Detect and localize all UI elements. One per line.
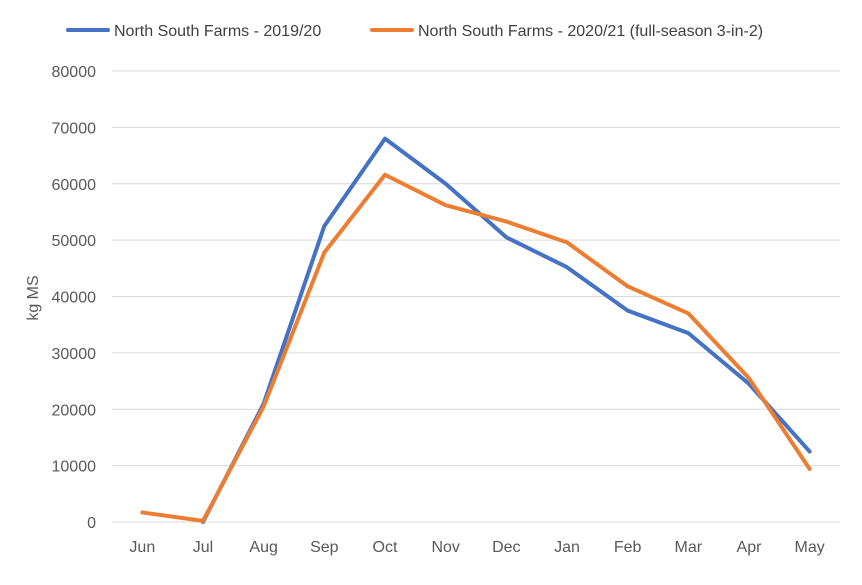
data-point <box>504 235 508 239</box>
x-tick-label: Apr <box>737 539 763 556</box>
x-tick-label: Jun <box>129 539 155 556</box>
y-tick-label: 30000 <box>52 346 97 363</box>
data-point <box>626 309 630 313</box>
data-point <box>140 510 144 514</box>
y-tick-label: 50000 <box>52 233 97 250</box>
data-point <box>383 137 387 141</box>
legend: North South Farms - 2019/20 North South F… <box>66 23 763 40</box>
x-tick-label: Jan <box>554 539 580 556</box>
y-axis-ticks: 0 10000 20000 30000 40000 50000 60000 70000 8000… <box>52 64 97 532</box>
data-point <box>322 224 326 228</box>
data-point <box>444 203 448 207</box>
series-line-1 <box>201 136 812 524</box>
data-point <box>808 450 812 454</box>
x-tick-label: Aug <box>249 539 277 556</box>
series-lines <box>140 136 812 524</box>
data-point <box>322 251 326 255</box>
series-line-2 <box>140 172 812 523</box>
data-point <box>262 404 266 408</box>
x-tick-label: Dec <box>492 539 520 556</box>
y-tick-label: 40000 <box>52 290 97 307</box>
data-point <box>565 240 569 244</box>
data-point <box>444 182 448 186</box>
data-point <box>686 331 690 335</box>
y-tick-label: 70000 <box>52 120 97 137</box>
y-tick-label: 0 <box>87 515 96 532</box>
gridlines <box>112 70 840 523</box>
y-axis-title: kg MS <box>25 275 42 320</box>
y-tick-label: 20000 <box>52 402 97 419</box>
x-tick-label: Mar <box>675 539 703 556</box>
legend-label: North South Farms - 2019/20 <box>114 23 321 40</box>
x-tick-label: May <box>795 539 825 556</box>
y-tick-label: 60000 <box>52 177 97 194</box>
data-point <box>504 220 508 224</box>
y-tick-label: 10000 <box>52 459 97 476</box>
data-point <box>565 265 569 269</box>
data-point <box>626 284 630 288</box>
x-tick-label: Feb <box>614 539 642 556</box>
x-tick-label: Sep <box>310 539 339 556</box>
legend-label: North South Farms - 2020/21 (full-season… <box>418 23 763 40</box>
x-axis-ticks: Jun Jul Aug Sep Oct Nov Dec Jan Feb Mar Apr May <box>129 539 824 556</box>
data-point <box>808 467 812 471</box>
y-tick-label: 80000 <box>52 64 97 81</box>
data-point <box>686 311 690 315</box>
data-point <box>747 376 751 380</box>
x-tick-label: Nov <box>431 539 459 556</box>
data-point <box>383 173 387 177</box>
x-tick-label: Jul <box>193 539 213 556</box>
data-point <box>201 519 205 523</box>
x-tick-label: Oct <box>373 539 398 556</box>
